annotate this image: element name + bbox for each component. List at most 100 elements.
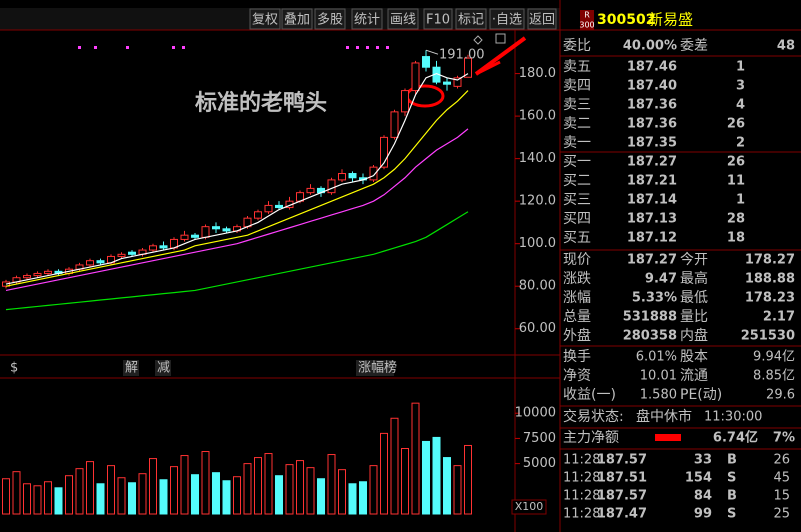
candle-body <box>180 234 189 240</box>
flow-bar <box>655 434 681 441</box>
trade-count: 25 <box>773 507 790 522</box>
toolbar-button[interactable] <box>314 8 346 30</box>
fund-label: 换手 <box>563 348 591 365</box>
volume-unit: X100 <box>515 500 544 513</box>
volume-bar <box>191 474 199 515</box>
volume-bar <box>317 478 325 515</box>
volume-bar <box>380 432 388 515</box>
toolbar-label[interactable]: 标记 <box>458 13 484 28</box>
status-value: 盘中休市 <box>636 408 692 425</box>
peak-label: 191.00 <box>439 48 485 63</box>
diff-label: 委差 <box>680 38 708 54</box>
volume-bar <box>180 455 189 515</box>
quote-label: 今开 <box>680 252 708 268</box>
toolbar-button[interactable] <box>489 8 525 30</box>
annotation: 标准的老鸭头 <box>195 90 327 116</box>
candle-body <box>348 173 357 179</box>
quote-value: 2.17 <box>763 310 795 325</box>
quote-value: 280358 <box>623 329 677 344</box>
toolbar-label[interactable]: 多股 <box>317 12 343 28</box>
quote-label: 外盘 <box>563 327 591 344</box>
quote-value: 187.27 <box>627 253 677 268</box>
candle-body <box>33 272 42 277</box>
toolbar-button[interactable] <box>423 8 453 30</box>
book-price: 187.13 <box>627 212 677 227</box>
book-qty: 26 <box>727 155 745 170</box>
fund-label: 净资 <box>563 368 591 384</box>
signal-dot <box>366 46 369 49</box>
toolbar-label[interactable]: F10 <box>426 13 450 28</box>
volume-bar <box>422 440 430 515</box>
volume-bar <box>138 473 147 515</box>
volume-bar <box>369 465 378 515</box>
signal-dot <box>346 46 349 49</box>
toolbar-button[interactable] <box>351 8 383 30</box>
fund-label: PE(动) <box>680 387 722 403</box>
toolbar-label[interactable]: ·自选 <box>492 13 522 28</box>
trade-side: B <box>727 453 737 468</box>
candle-body <box>338 173 346 181</box>
book-price: 187.46 <box>627 60 677 75</box>
volume-bar <box>348 483 357 515</box>
book-label: 买三 <box>563 192 591 208</box>
volume-bar <box>23 483 31 515</box>
market-icon <box>580 10 594 30</box>
toolbar-label[interactable]: 画线 <box>390 13 416 28</box>
quote-value: 188.88 <box>745 272 795 287</box>
trade-count: 26 <box>773 453 790 468</box>
fund-value: 9.94亿 <box>753 350 795 365</box>
toolbar-label[interactable]: 返回 <box>529 13 555 28</box>
arrow <box>474 36 527 76</box>
status-label: 交易状态: <box>563 408 624 425</box>
book-qty: 18 <box>727 231 745 246</box>
book-label: 卖二 <box>563 116 591 132</box>
toolbar-button[interactable] <box>281 8 313 30</box>
v-tick-label: 10000 <box>515 406 556 421</box>
y-tick-label: 60.00 <box>519 321 556 336</box>
volume-bar <box>44 481 52 515</box>
toolbar-button[interactable] <box>527 8 557 30</box>
candle-body <box>44 270 52 274</box>
book-price: 187.21 <box>627 174 677 189</box>
book-label: 买二 <box>563 173 591 189</box>
volume-bar <box>12 471 21 515</box>
quote-value: 178.23 <box>745 291 795 306</box>
fund-value: 6.01% <box>636 350 677 365</box>
toolbar-label[interactable]: 统计 <box>354 13 380 28</box>
trade-side: B <box>727 489 737 504</box>
toolbar-label[interactable]: 叠加 <box>284 13 310 28</box>
volume-bar <box>117 477 126 515</box>
fund-value: 10.01 <box>640 369 677 384</box>
trade-price: 187.57 <box>597 453 647 468</box>
toolbar-label[interactable]: 复权 <box>252 12 278 28</box>
icon <box>495 33 506 44</box>
trade-time: 11:28 <box>563 471 600 486</box>
volume-bar <box>65 475 73 515</box>
flow-label: 主力净额 <box>563 430 619 446</box>
book-price: 187.36 <box>627 98 677 113</box>
volume-bar <box>327 454 336 515</box>
flow-percent: 7% <box>773 431 795 446</box>
trade-side: S <box>727 507 736 522</box>
moving-average <box>5 72 469 285</box>
toolbar-button[interactable] <box>387 8 419 30</box>
fund-label: 收益(一) <box>563 387 616 403</box>
board: 300 <box>579 21 594 30</box>
quote-value: 251530 <box>741 329 795 344</box>
book-qty: 28 <box>727 212 745 227</box>
ratio: 40.00% <box>623 39 677 54</box>
signal-dot <box>386 46 389 49</box>
trade-price: 187.51 <box>597 471 647 486</box>
book-label: 买五 <box>563 230 591 246</box>
book-qty: 11 <box>727 174 745 189</box>
volume-bar <box>296 460 304 515</box>
candle-body <box>212 226 220 230</box>
moving-average <box>5 211 469 311</box>
fund-value: 29.6 <box>766 388 795 403</box>
volume-bar <box>149 458 157 515</box>
trade-time: 11:28 <box>563 489 600 504</box>
toolbar-button[interactable] <box>249 8 281 30</box>
toolbar-button[interactable] <box>455 8 487 30</box>
signal-dot <box>182 46 185 49</box>
candle-body <box>411 62 420 92</box>
